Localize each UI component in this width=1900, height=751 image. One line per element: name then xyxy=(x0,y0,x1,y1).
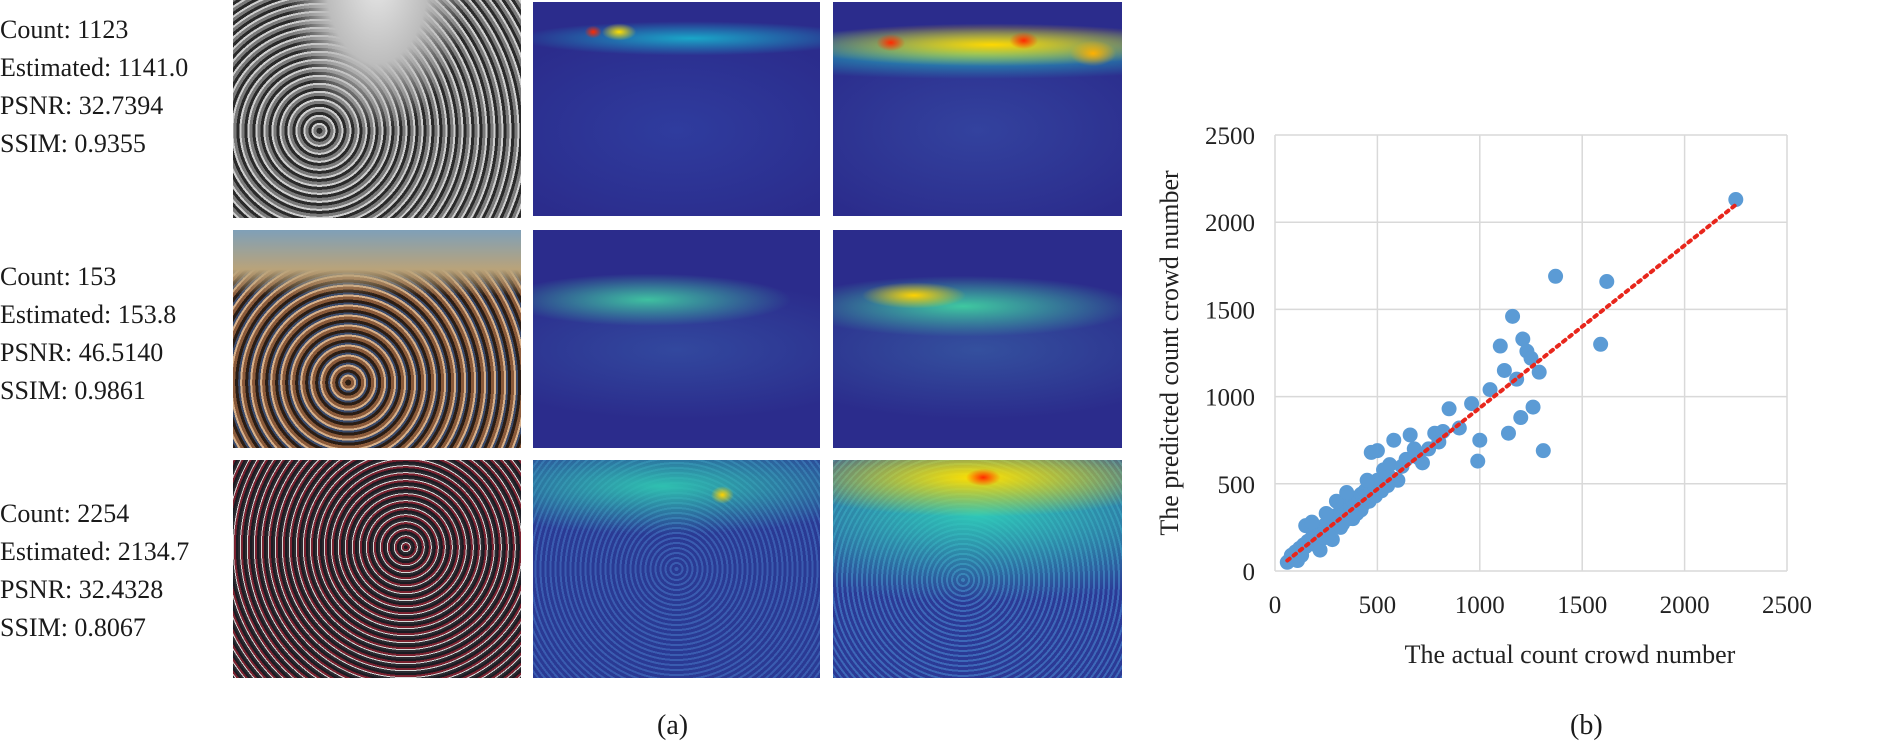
ssim-label: SSIM: 0.8067 xyxy=(0,613,146,642)
estimated-label: Estimated: 1141.0 xyxy=(0,53,189,82)
x-axis-label: The actual count crowd number xyxy=(1405,640,1736,669)
data-point xyxy=(1414,455,1430,471)
psnr-label: PSNR: 32.7394 xyxy=(0,91,164,120)
x-tick-label: 2500 xyxy=(1762,592,1812,619)
x-tick-label: 2000 xyxy=(1660,592,1710,619)
scatter-chart: 0 500 1000 1500 2000 2500 0 500 1000 1500 2000 250… xyxy=(1155,123,1812,669)
data-point xyxy=(1472,432,1488,448)
stats-row-3: Count: 2254 Estimated: 2134.7 PSNR: 32.4… xyxy=(0,495,189,647)
data-point xyxy=(1369,443,1385,459)
x-tick-label: 0 xyxy=(1269,592,1282,619)
psnr-label: PSNR: 46.5140 xyxy=(0,338,164,367)
y-tick-label: 500 xyxy=(1218,472,1256,499)
y-tick-label: 2000 xyxy=(1205,210,1255,237)
data-point xyxy=(1380,478,1396,494)
data-point xyxy=(1728,192,1744,208)
count-label: Count: 2254 xyxy=(0,499,130,528)
data-point xyxy=(1548,268,1564,284)
data-point xyxy=(1464,396,1480,412)
data-point xyxy=(1500,425,1516,441)
data-point xyxy=(1312,542,1328,558)
psnr-label: PSNR: 32.4328 xyxy=(0,575,164,604)
data-point xyxy=(1492,338,1508,354)
data-point xyxy=(1599,273,1615,289)
data-point xyxy=(1470,453,1486,469)
y-tick-label: 0 xyxy=(1243,559,1256,586)
estimated-density-map-3 xyxy=(833,460,1122,678)
ground-truth-density-map-3 xyxy=(533,460,820,678)
data-point xyxy=(1593,336,1609,352)
x-tick-label: 500 xyxy=(1359,592,1397,619)
data-point xyxy=(1328,493,1344,509)
data-point xyxy=(1496,362,1512,378)
count-label: Count: 1123 xyxy=(0,15,129,44)
chart-grid xyxy=(1274,134,1788,572)
data-point xyxy=(1359,472,1375,488)
y-tick-label: 2500 xyxy=(1205,123,1255,150)
estimated-density-map-1 xyxy=(833,2,1122,216)
data-point xyxy=(1441,401,1457,417)
ground-truth-density-map-1 xyxy=(533,2,820,216)
y-tick-labels: 0 500 1000 1500 2000 2500 xyxy=(1205,123,1255,586)
ssim-label: SSIM: 0.9355 xyxy=(0,129,146,158)
caption-b: (b) xyxy=(1570,710,1603,741)
ground-truth-density-map-2 xyxy=(533,230,820,448)
data-point xyxy=(1523,350,1539,366)
count-label: Count: 153 xyxy=(0,262,117,291)
data-point xyxy=(1515,331,1531,347)
ssim-label: SSIM: 0.9861 xyxy=(0,376,146,405)
data-point xyxy=(1531,364,1547,380)
x-tick-label: 1500 xyxy=(1557,592,1607,619)
data-point xyxy=(1304,514,1320,530)
y-tick-label: 1500 xyxy=(1205,297,1255,324)
data-point xyxy=(1513,410,1529,426)
data-point xyxy=(1402,427,1418,443)
data-point xyxy=(1535,443,1551,459)
crowd-photo-2 xyxy=(233,230,521,448)
stats-row-1: Count: 1123 Estimated: 1141.0 PSNR: 32.7… xyxy=(0,11,188,163)
data-point xyxy=(1318,505,1334,521)
x-tick-label: 1000 xyxy=(1455,592,1505,619)
estimated-label: Estimated: 153.8 xyxy=(0,300,177,329)
estimated-label: Estimated: 2134.7 xyxy=(0,537,190,566)
y-tick-label: 1000 xyxy=(1205,385,1255,412)
x-tick-labels: 0 500 1000 1500 2000 2500 xyxy=(1269,592,1812,619)
data-point xyxy=(1525,399,1541,415)
caption-a: (a) xyxy=(657,710,689,741)
data-point xyxy=(1339,485,1355,501)
data-point xyxy=(1482,382,1498,398)
stats-row-2: Count: 153 Estimated: 153.8 PSNR: 46.514… xyxy=(0,258,176,410)
data-point xyxy=(1505,308,1521,324)
estimated-density-map-2 xyxy=(833,230,1122,448)
crowd-photo-1 xyxy=(233,0,521,218)
y-axis-label: The predicted count crowd number xyxy=(1155,170,1184,536)
trend-line xyxy=(1285,202,1738,563)
data-point xyxy=(1382,457,1398,473)
data-point xyxy=(1451,420,1467,436)
crowd-photo-3 xyxy=(233,460,521,678)
data-point xyxy=(1386,432,1402,448)
